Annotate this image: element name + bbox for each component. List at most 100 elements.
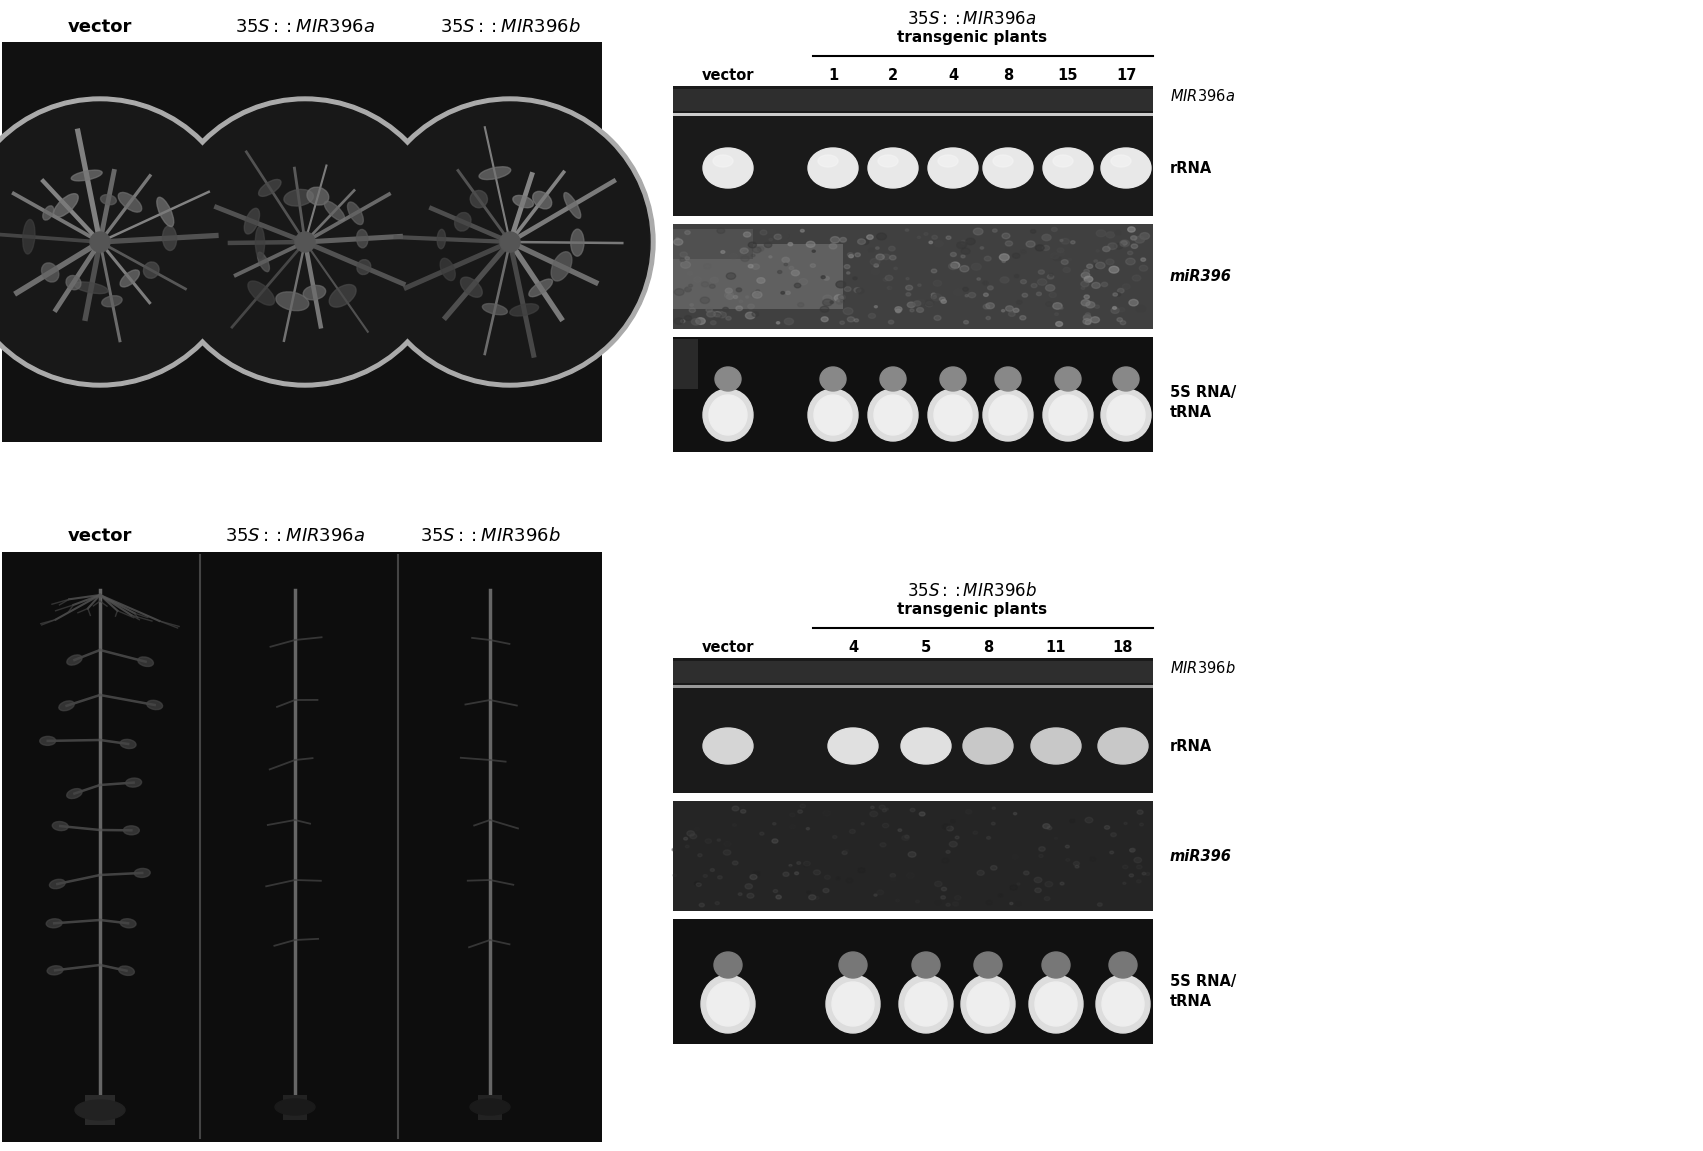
Ellipse shape xyxy=(916,307,923,312)
Ellipse shape xyxy=(836,877,840,879)
Ellipse shape xyxy=(119,966,135,975)
Text: 17: 17 xyxy=(1115,68,1136,83)
Ellipse shape xyxy=(1112,306,1117,310)
Ellipse shape xyxy=(1059,307,1063,310)
Ellipse shape xyxy=(940,297,945,302)
Ellipse shape xyxy=(836,281,846,288)
Ellipse shape xyxy=(1005,241,1013,246)
Ellipse shape xyxy=(439,258,455,281)
Ellipse shape xyxy=(715,367,741,391)
Ellipse shape xyxy=(703,148,753,188)
Text: vector: vector xyxy=(68,527,133,546)
Ellipse shape xyxy=(925,300,933,306)
Ellipse shape xyxy=(1029,975,1083,1032)
Ellipse shape xyxy=(788,266,794,269)
Ellipse shape xyxy=(1035,245,1044,251)
Ellipse shape xyxy=(966,295,969,297)
Ellipse shape xyxy=(821,317,828,322)
Ellipse shape xyxy=(877,890,884,894)
Ellipse shape xyxy=(886,818,889,821)
Text: $MIR396b$: $MIR396b$ xyxy=(1170,660,1236,676)
Ellipse shape xyxy=(1109,266,1119,273)
Ellipse shape xyxy=(146,700,162,710)
Ellipse shape xyxy=(989,395,1027,435)
Ellipse shape xyxy=(909,808,915,811)
Ellipse shape xyxy=(1097,230,1105,237)
Ellipse shape xyxy=(695,828,700,831)
Ellipse shape xyxy=(748,242,756,247)
Ellipse shape xyxy=(886,808,889,810)
Ellipse shape xyxy=(143,262,158,279)
Ellipse shape xyxy=(1010,902,1013,905)
Ellipse shape xyxy=(960,975,1015,1032)
Text: transgenic plants: transgenic plants xyxy=(897,602,1047,617)
Ellipse shape xyxy=(962,288,969,291)
Ellipse shape xyxy=(693,277,702,282)
Ellipse shape xyxy=(938,155,959,167)
Ellipse shape xyxy=(679,258,685,261)
Ellipse shape xyxy=(1017,902,1022,906)
Text: 8: 8 xyxy=(983,640,993,655)
Text: 4: 4 xyxy=(949,68,959,83)
Ellipse shape xyxy=(674,318,683,325)
Ellipse shape xyxy=(1134,236,1144,243)
Ellipse shape xyxy=(748,304,754,308)
Bar xyxy=(2,552,601,1142)
Ellipse shape xyxy=(276,292,308,311)
Ellipse shape xyxy=(685,315,691,320)
Ellipse shape xyxy=(714,312,720,317)
Ellipse shape xyxy=(564,192,581,219)
Ellipse shape xyxy=(1121,241,1129,246)
Ellipse shape xyxy=(284,190,313,206)
Ellipse shape xyxy=(950,252,957,257)
Ellipse shape xyxy=(974,952,1001,978)
Ellipse shape xyxy=(932,294,937,296)
Ellipse shape xyxy=(853,277,857,280)
Ellipse shape xyxy=(295,233,315,252)
Ellipse shape xyxy=(753,291,761,298)
Ellipse shape xyxy=(1146,872,1150,876)
Ellipse shape xyxy=(123,825,140,834)
Ellipse shape xyxy=(744,251,748,254)
Ellipse shape xyxy=(998,894,1003,897)
Ellipse shape xyxy=(66,275,82,290)
Ellipse shape xyxy=(100,195,116,205)
Ellipse shape xyxy=(799,279,807,284)
Ellipse shape xyxy=(1138,810,1143,814)
Ellipse shape xyxy=(732,824,736,826)
Ellipse shape xyxy=(688,285,691,288)
Ellipse shape xyxy=(751,264,760,269)
Ellipse shape xyxy=(891,284,899,291)
Ellipse shape xyxy=(1087,302,1095,307)
Ellipse shape xyxy=(66,655,82,665)
Ellipse shape xyxy=(1052,303,1063,310)
Ellipse shape xyxy=(1020,250,1027,253)
Ellipse shape xyxy=(1115,230,1121,235)
Ellipse shape xyxy=(897,829,901,831)
Ellipse shape xyxy=(867,235,874,239)
Ellipse shape xyxy=(1081,299,1090,306)
Ellipse shape xyxy=(1105,259,1114,265)
Ellipse shape xyxy=(753,312,760,317)
Ellipse shape xyxy=(1107,243,1117,250)
Ellipse shape xyxy=(1042,952,1069,978)
Ellipse shape xyxy=(1039,854,1044,857)
Ellipse shape xyxy=(962,727,1013,764)
Ellipse shape xyxy=(889,320,894,323)
Ellipse shape xyxy=(882,254,891,260)
Ellipse shape xyxy=(875,246,879,250)
Ellipse shape xyxy=(1114,367,1139,391)
Ellipse shape xyxy=(703,264,712,269)
Ellipse shape xyxy=(1042,235,1051,241)
Ellipse shape xyxy=(935,882,942,886)
Ellipse shape xyxy=(46,918,61,928)
Ellipse shape xyxy=(1059,239,1063,242)
Ellipse shape xyxy=(932,269,937,273)
Ellipse shape xyxy=(916,900,920,902)
Ellipse shape xyxy=(66,788,82,799)
Ellipse shape xyxy=(1066,845,1069,848)
Ellipse shape xyxy=(1085,817,1093,823)
Text: rRNA: rRNA xyxy=(1170,160,1213,175)
Ellipse shape xyxy=(879,805,886,809)
Ellipse shape xyxy=(823,295,833,302)
